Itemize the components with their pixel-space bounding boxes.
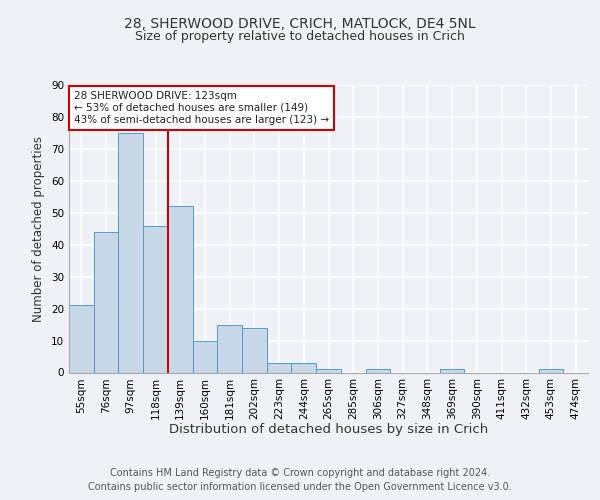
Text: Contains HM Land Registry data © Crown copyright and database right 2024.
Contai: Contains HM Land Registry data © Crown c… [88, 468, 512, 492]
Text: 28, SHERWOOD DRIVE, CRICH, MATLOCK, DE4 5NL: 28, SHERWOOD DRIVE, CRICH, MATLOCK, DE4 … [124, 18, 476, 32]
Bar [168, 206, 193, 372]
Bar [217, 324, 242, 372]
Bar [292, 363, 316, 372]
Text: 28 SHERWOOD DRIVE: 123sqm
← 53% of detached houses are smaller (149)
43% of semi: 28 SHERWOOD DRIVE: 123sqm ← 53% of detac… [74, 92, 329, 124]
Bar [94, 232, 118, 372]
Bar [365, 370, 390, 372]
Bar [242, 328, 267, 372]
Bar [316, 370, 341, 372]
Bar [69, 306, 94, 372]
Bar [143, 226, 168, 372]
Bar [193, 340, 217, 372]
Y-axis label: Number of detached properties: Number of detached properties [32, 136, 46, 322]
Bar [539, 370, 563, 372]
Text: Distribution of detached houses by size in Crich: Distribution of detached houses by size … [169, 422, 488, 436]
Bar [118, 133, 143, 372]
Bar [267, 363, 292, 372]
Bar [440, 370, 464, 372]
Text: Size of property relative to detached houses in Crich: Size of property relative to detached ho… [135, 30, 465, 43]
